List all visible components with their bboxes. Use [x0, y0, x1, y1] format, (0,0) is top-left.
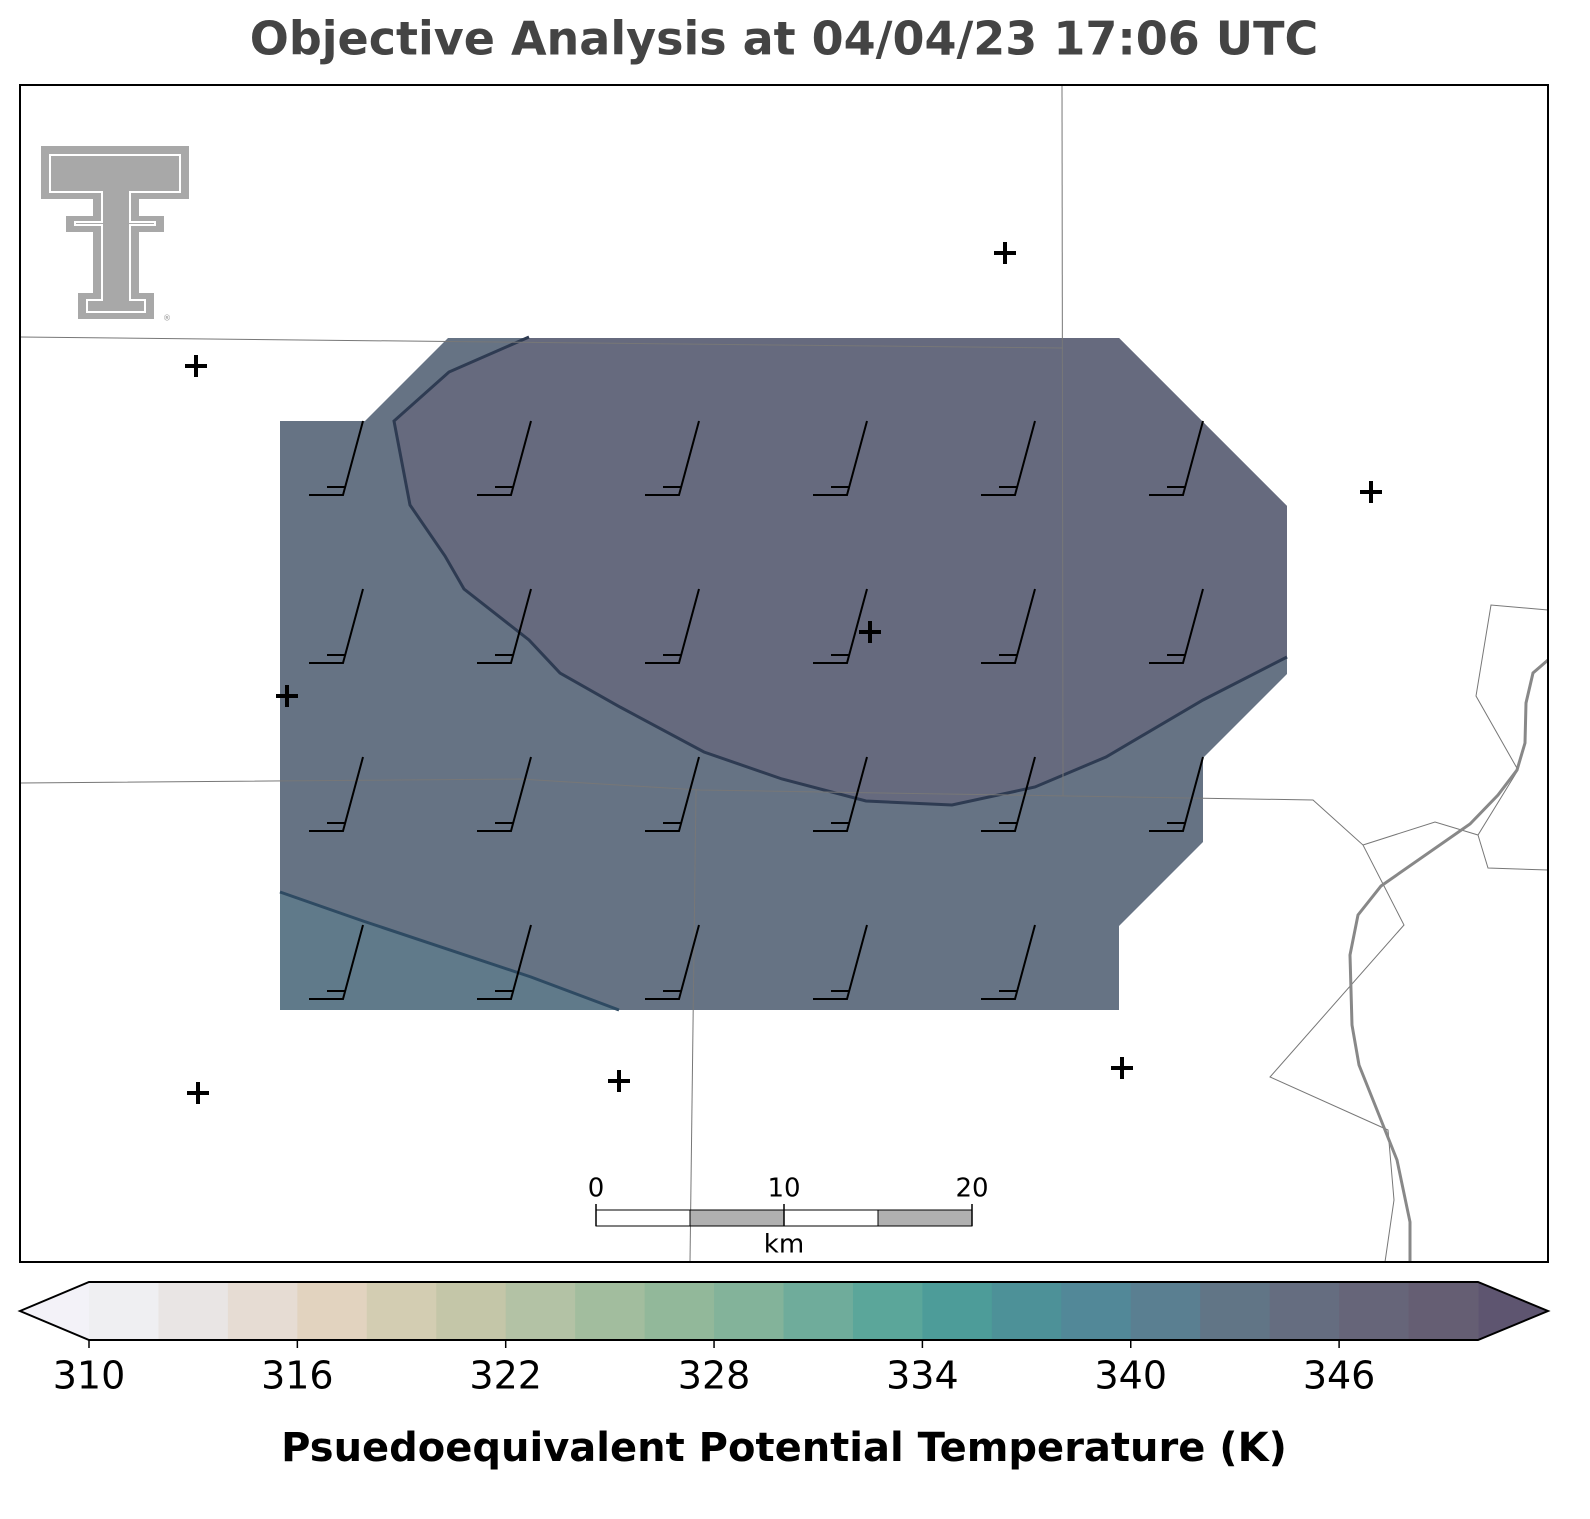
station-marker	[608, 1070, 630, 1092]
colorbar-segment	[1130, 1282, 1201, 1340]
colorbar-segment	[436, 1282, 507, 1340]
scale-segment	[783, 1209, 879, 1227]
colorbar: 310 316 322 328 334 340 346	[17, 1281, 1551, 1398]
logo	[39, 144, 191, 321]
colorbar-label: Psuedoequivalent Potential Temperature (…	[281, 1425, 1287, 1471]
wind-barb	[309, 924, 364, 1000]
wind-barb	[813, 924, 868, 1000]
county-line	[1061, 84, 1064, 797]
wind-barb	[645, 420, 700, 496]
logo-inner	[49, 154, 181, 313]
colorbar-segment	[783, 1282, 854, 1340]
colorbar-segment	[644, 1282, 715, 1340]
wind-barb	[1149, 756, 1204, 832]
colorbar-tick-label: 328	[678, 1354, 751, 1398]
wind-barbs	[309, 420, 1204, 1000]
wind-barb	[309, 588, 364, 664]
scale-segment	[689, 1209, 785, 1227]
scale-tick-label: 10	[767, 1174, 800, 1204]
colorbar-tick-label: 310	[53, 1354, 126, 1398]
theta-e-high-region	[394, 338, 1287, 805]
wind-barb	[981, 588, 1036, 664]
wind-barb	[477, 588, 532, 664]
station-marker	[1360, 481, 1382, 503]
scale-segment	[595, 1209, 691, 1227]
colorbar-segment	[227, 1282, 298, 1340]
wind-barb	[813, 756, 868, 832]
scale-tick-label: 0	[588, 1174, 605, 1204]
colorbar-segment	[1339, 1282, 1410, 1340]
colorbar-segment	[991, 1282, 1062, 1340]
colorbar-segment	[1269, 1282, 1340, 1340]
wind-barb	[813, 588, 868, 664]
wind-barb	[645, 924, 700, 1000]
contour	[392, 335, 1288, 807]
colorbar-segment	[1408, 1282, 1479, 1340]
contour	[279, 890, 620, 1012]
colorbar-tick-label: 340	[1094, 1354, 1167, 1398]
colorbar-segment	[922, 1282, 993, 1340]
colorbar-tick-label: 346	[1303, 1354, 1376, 1398]
scale-bar: 0 10 20 km	[588, 1174, 989, 1260]
colorbar-extend-over	[1478, 1282, 1548, 1340]
colorbar-tick-label: 334	[886, 1354, 959, 1398]
logo-shape	[39, 144, 191, 321]
colorbar-extend-under	[20, 1282, 89, 1340]
colorbar-segment	[89, 1282, 159, 1340]
county-line	[19, 336, 1064, 349]
colorbar-segment	[505, 1282, 576, 1340]
wind-barb	[981, 420, 1036, 496]
stations	[185, 242, 1382, 1104]
wind-barb	[309, 756, 364, 832]
colorbar-segment	[852, 1282, 923, 1340]
wind-barb	[645, 756, 700, 832]
wind-barb	[477, 756, 532, 832]
wind-barb	[645, 588, 700, 664]
station-marker	[276, 685, 298, 707]
colorbar-segment	[1061, 1282, 1132, 1340]
station-marker	[859, 621, 881, 643]
station-marker	[185, 355, 207, 377]
wind-barb	[981, 924, 1036, 1000]
county-line	[1477, 834, 1549, 871]
colorbar-segment	[575, 1282, 646, 1340]
map-frame	[19, 84, 1549, 1263]
county-line	[689, 789, 697, 1263]
station-marker	[1111, 1057, 1133, 1079]
scale-segment	[877, 1209, 973, 1227]
scale-unit: km	[764, 1230, 804, 1260]
colorbar-segment	[366, 1282, 437, 1340]
title: Objective Analysis at 04/04/23 17:06 UTC	[250, 12, 1319, 66]
colorbar-segment	[158, 1282, 229, 1340]
wind-barb	[981, 756, 1036, 832]
wind-barb	[309, 420, 364, 496]
wind-barb	[1149, 588, 1204, 664]
colorbar-tick-label: 322	[469, 1354, 542, 1398]
logo-mark: ®	[163, 314, 171, 323]
wind-barb	[477, 420, 532, 496]
colorbar-tick-label: 316	[261, 1354, 334, 1398]
scale-tick-label: 20	[955, 1174, 988, 1204]
colorbar-segment	[297, 1282, 368, 1340]
wind-barb	[1149, 420, 1204, 496]
county-line	[1362, 604, 1549, 846]
river	[1348, 658, 1549, 1262]
colorbar-segment	[714, 1282, 784, 1340]
station-marker	[187, 1082, 209, 1104]
station-marker	[994, 242, 1016, 264]
wind-barb	[813, 420, 868, 496]
colorbar-segment	[1200, 1282, 1271, 1340]
wind-barb	[477, 924, 532, 1000]
map-panel: ®	[19, 84, 1549, 1263]
